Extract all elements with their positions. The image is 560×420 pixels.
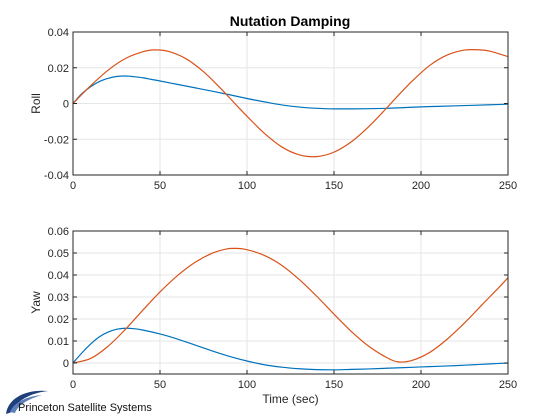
logo-swoosh-accent-icon — [10, 395, 42, 413]
y-tick-label: 0.04 — [48, 270, 69, 282]
y-tick-label: 0.03 — [48, 292, 69, 304]
plot-area — [73, 231, 508, 374]
company-logo: Princeton Satellite Systems — [6, 390, 152, 414]
y-tick-label: 0 — [63, 99, 69, 111]
x-tick-label: 100 — [238, 379, 256, 391]
logo-text: Princeton Satellite Systems — [18, 402, 152, 414]
x-tick-label: 250 — [499, 180, 517, 192]
y-tick-label: 0.05 — [48, 248, 69, 260]
y-tick-label: 0.02 — [48, 314, 69, 326]
x-tick-label: 0 — [70, 180, 76, 192]
y-tick-label: 0.04 — [48, 27, 69, 39]
x-tick-label: 150 — [325, 379, 343, 391]
orange-series-line — [73, 48, 508, 158]
x-tick-label: 200 — [412, 379, 430, 391]
y-tick-label: -0.02 — [44, 134, 69, 146]
x-tick-label: 100 — [238, 180, 256, 192]
y-tick-label: 0.01 — [48, 336, 69, 348]
x-tick-label: 150 — [325, 180, 343, 192]
x-tick-label: 0 — [70, 379, 76, 391]
y-tick-label: 0 — [63, 358, 69, 370]
y-tick-label: 0.06 — [48, 226, 69, 238]
x-tick-label: 250 — [499, 379, 517, 391]
orange-series-line — [73, 247, 508, 364]
yaw-subplot: 0 50 100 150 200 250 0 0.01 0.02 0.03 0.04 0.05 0.06… — [29, 226, 517, 406]
y-axis-label: Roll — [29, 93, 43, 114]
x-axis-label: Time (sec) — [262, 392, 318, 406]
x-tick-label: 200 — [412, 180, 430, 192]
x-tick-label: 50 — [154, 379, 166, 391]
chart-title: Nutation Damping — [230, 13, 351, 29]
y-axis-label: Yaw — [29, 291, 43, 314]
y-tick-label: -0.04 — [44, 170, 69, 182]
blue-series-line — [73, 75, 508, 110]
x-tick-label: 50 — [154, 180, 166, 192]
axes-box — [72, 230, 509, 375]
roll-subplot: 0 50 100 150 200 250 -0.04 -0.02 0 0.02 0.04 Roll — [29, 27, 517, 192]
y-tick-label: 0.02 — [48, 63, 69, 75]
blue-series-line — [73, 327, 508, 371]
